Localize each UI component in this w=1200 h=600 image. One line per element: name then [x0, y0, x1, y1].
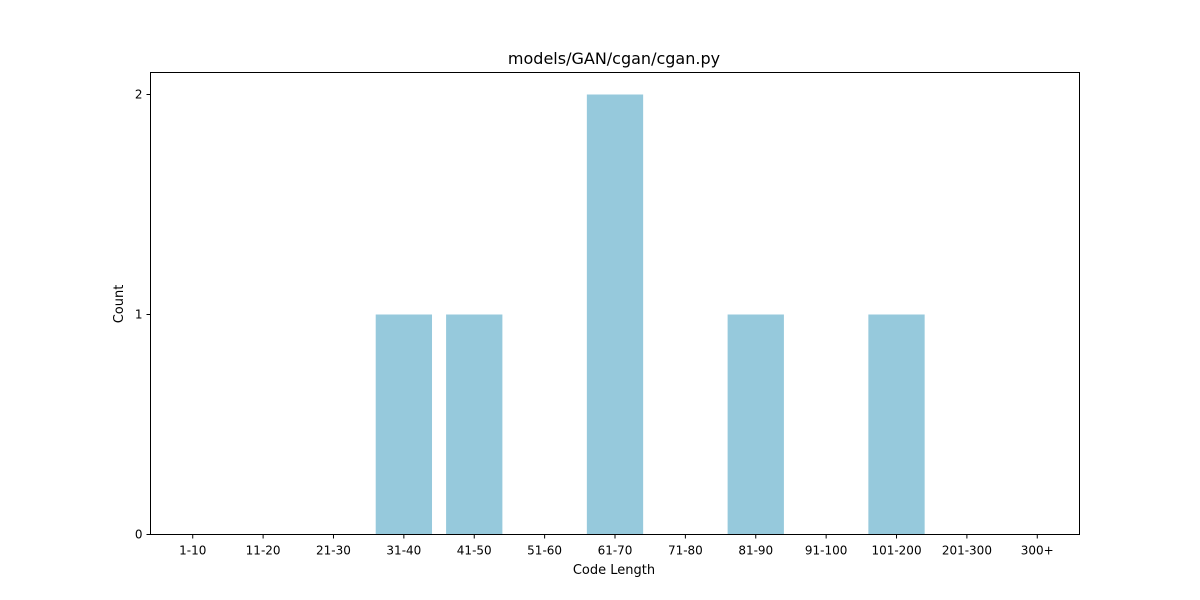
y-tick-label: 0 [135, 528, 143, 542]
chart-title: models/GAN/cgan/cgan.py [508, 49, 720, 68]
y-tick-label: 2 [135, 88, 143, 102]
bar-61-70 [586, 94, 644, 535]
x-tick-label: 101-200 [871, 544, 921, 558]
x-tick-label: 300+ [1021, 544, 1054, 558]
x-tick-label: 21-30 [316, 544, 351, 558]
bar-81-90 [727, 314, 784, 535]
bars-group [375, 94, 925, 535]
x-tick-label: 41-50 [457, 544, 492, 558]
x-tick-label: 1-10 [179, 544, 206, 558]
x-axis-label: Code Length [573, 563, 655, 578]
x-tick-label: 91-100 [805, 544, 848, 558]
x-tick-label: 31-40 [386, 544, 421, 558]
x-tick-label: 81-90 [738, 544, 773, 558]
bar-101-200 [868, 314, 925, 535]
x-tick-label: 11-20 [246, 544, 281, 558]
x-tick-label: 71-80 [668, 544, 703, 558]
y-axis-label: Count [112, 285, 127, 324]
y-tick-label: 1 [135, 308, 143, 322]
plot-frame [150, 72, 1080, 535]
x-tick-label: 61-70 [598, 544, 633, 558]
bar-41-50 [446, 314, 503, 535]
x-axis-ticks: 1-10 11-20 21-30 31-40 41-50 51-60 61-70 71-80 8… [179, 534, 1054, 558]
x-tick-label: 201-300 [942, 544, 992, 558]
y-axis-ticks: 0 1 2 [135, 88, 151, 542]
x-tick-label: 51-60 [527, 544, 562, 558]
bar-31-40 [375, 314, 433, 535]
